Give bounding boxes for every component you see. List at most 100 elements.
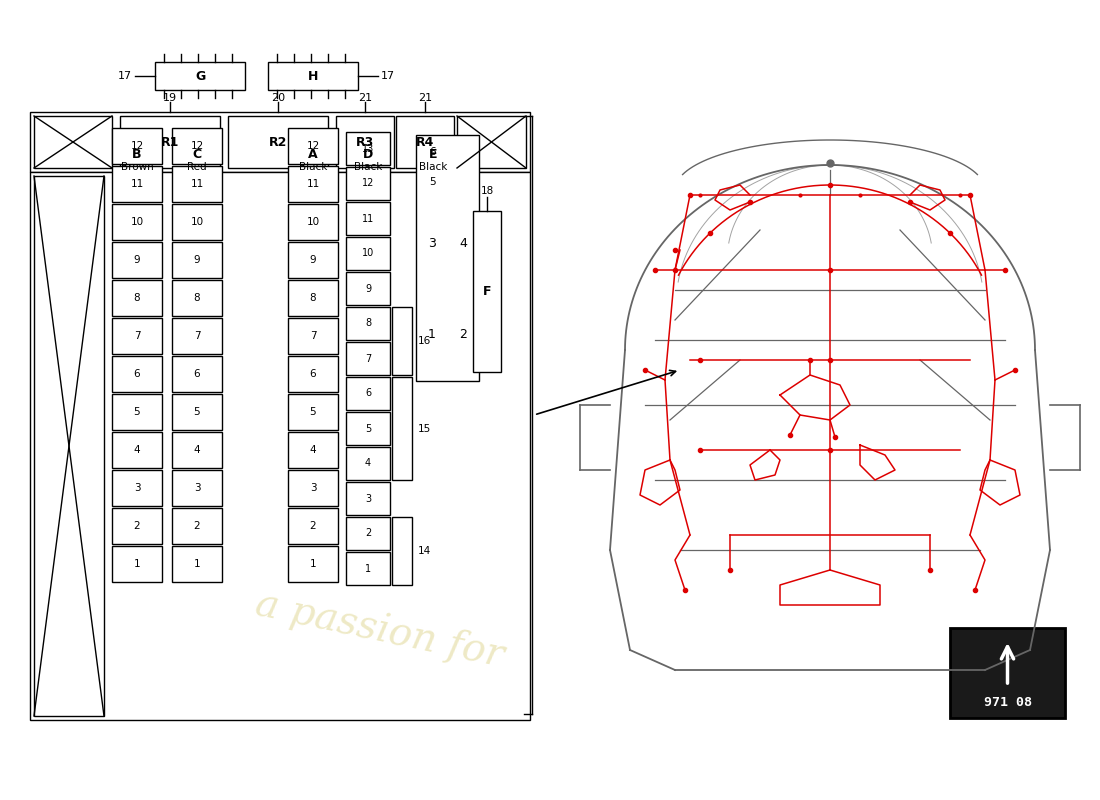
Bar <box>418 139 448 165</box>
Text: Black: Black <box>299 162 327 172</box>
Text: 21: 21 <box>418 93 432 103</box>
Text: 17: 17 <box>381 71 395 81</box>
Bar <box>172 394 222 430</box>
Text: 6: 6 <box>194 369 200 379</box>
Bar <box>392 377 412 480</box>
Bar <box>112 128 162 164</box>
Text: 12: 12 <box>190 141 204 151</box>
Bar <box>288 432 338 468</box>
Text: Brown: Brown <box>121 162 153 172</box>
Bar <box>346 377 390 410</box>
Bar <box>288 242 338 278</box>
Text: 13: 13 <box>362 143 374 154</box>
Text: 1: 1 <box>310 559 317 569</box>
Bar <box>392 307 412 375</box>
Bar <box>288 128 338 164</box>
Bar <box>346 552 390 585</box>
Text: 3: 3 <box>310 483 317 493</box>
Bar <box>30 112 530 172</box>
Text: 2: 2 <box>134 521 141 531</box>
Bar <box>172 128 222 164</box>
Text: 8: 8 <box>134 293 141 303</box>
Text: 4: 4 <box>134 445 141 455</box>
Bar <box>172 546 222 582</box>
Text: a passion for: a passion for <box>252 586 507 674</box>
Text: 6: 6 <box>365 389 371 398</box>
Bar <box>288 546 338 582</box>
Text: 3: 3 <box>134 483 141 493</box>
Text: 14: 14 <box>418 546 431 556</box>
Bar <box>172 166 222 202</box>
Text: 11: 11 <box>190 179 204 189</box>
Text: 4: 4 <box>365 458 371 469</box>
Text: A: A <box>308 147 318 161</box>
Bar <box>418 169 448 195</box>
Text: B: B <box>132 147 142 161</box>
Bar <box>288 508 338 544</box>
Text: Red: Red <box>187 162 207 172</box>
Text: 5: 5 <box>310 407 317 417</box>
Bar <box>228 116 328 168</box>
Text: R2: R2 <box>268 135 287 149</box>
Bar <box>172 280 222 316</box>
Bar <box>473 211 500 372</box>
Text: R4: R4 <box>416 135 434 149</box>
Text: 19: 19 <box>163 93 177 103</box>
Text: 6: 6 <box>134 369 141 379</box>
Bar <box>112 432 162 468</box>
Text: 971 08: 971 08 <box>983 695 1032 709</box>
Bar <box>288 166 338 202</box>
Text: 12: 12 <box>131 141 144 151</box>
Bar <box>34 116 112 168</box>
Text: 7: 7 <box>134 331 141 341</box>
Text: 3: 3 <box>428 237 436 250</box>
Text: 3: 3 <box>194 483 200 493</box>
Text: 8: 8 <box>194 293 200 303</box>
Bar <box>112 470 162 506</box>
Text: E: E <box>429 147 438 161</box>
Bar <box>346 307 390 340</box>
Text: Black: Black <box>354 162 382 172</box>
Text: 7: 7 <box>194 331 200 341</box>
Text: 9: 9 <box>365 283 371 294</box>
Text: 5: 5 <box>134 407 141 417</box>
Bar <box>34 176 104 716</box>
Bar <box>346 517 390 550</box>
Bar <box>112 204 162 240</box>
Bar <box>346 272 390 305</box>
Text: 10: 10 <box>362 249 374 258</box>
Text: 10: 10 <box>131 217 144 227</box>
Text: 2: 2 <box>459 328 466 341</box>
Bar <box>346 412 390 445</box>
Bar <box>346 237 390 270</box>
Text: 6: 6 <box>310 369 317 379</box>
Bar <box>288 356 338 392</box>
Text: 18: 18 <box>481 186 494 196</box>
Text: 20: 20 <box>271 93 285 103</box>
Bar <box>30 172 530 720</box>
Text: 15: 15 <box>418 423 431 434</box>
Bar <box>172 432 222 468</box>
Text: 11: 11 <box>307 179 320 189</box>
Text: 5: 5 <box>365 423 371 434</box>
Bar <box>288 280 338 316</box>
Text: D: D <box>363 147 373 161</box>
Text: R1: R1 <box>161 135 179 149</box>
Bar <box>120 116 220 168</box>
Bar <box>172 204 222 240</box>
Bar <box>396 116 454 168</box>
Text: 2: 2 <box>310 521 317 531</box>
Bar <box>112 280 162 316</box>
Bar <box>112 242 162 278</box>
Text: 4: 4 <box>194 445 200 455</box>
Text: 11: 11 <box>362 214 374 223</box>
Text: 12: 12 <box>307 141 320 151</box>
Text: 10: 10 <box>307 217 320 227</box>
Bar <box>112 546 162 582</box>
Bar <box>112 318 162 354</box>
Text: 1: 1 <box>134 559 141 569</box>
Bar <box>449 201 477 286</box>
Text: 9: 9 <box>310 255 317 265</box>
Text: 7: 7 <box>365 354 371 363</box>
Bar <box>172 356 222 392</box>
